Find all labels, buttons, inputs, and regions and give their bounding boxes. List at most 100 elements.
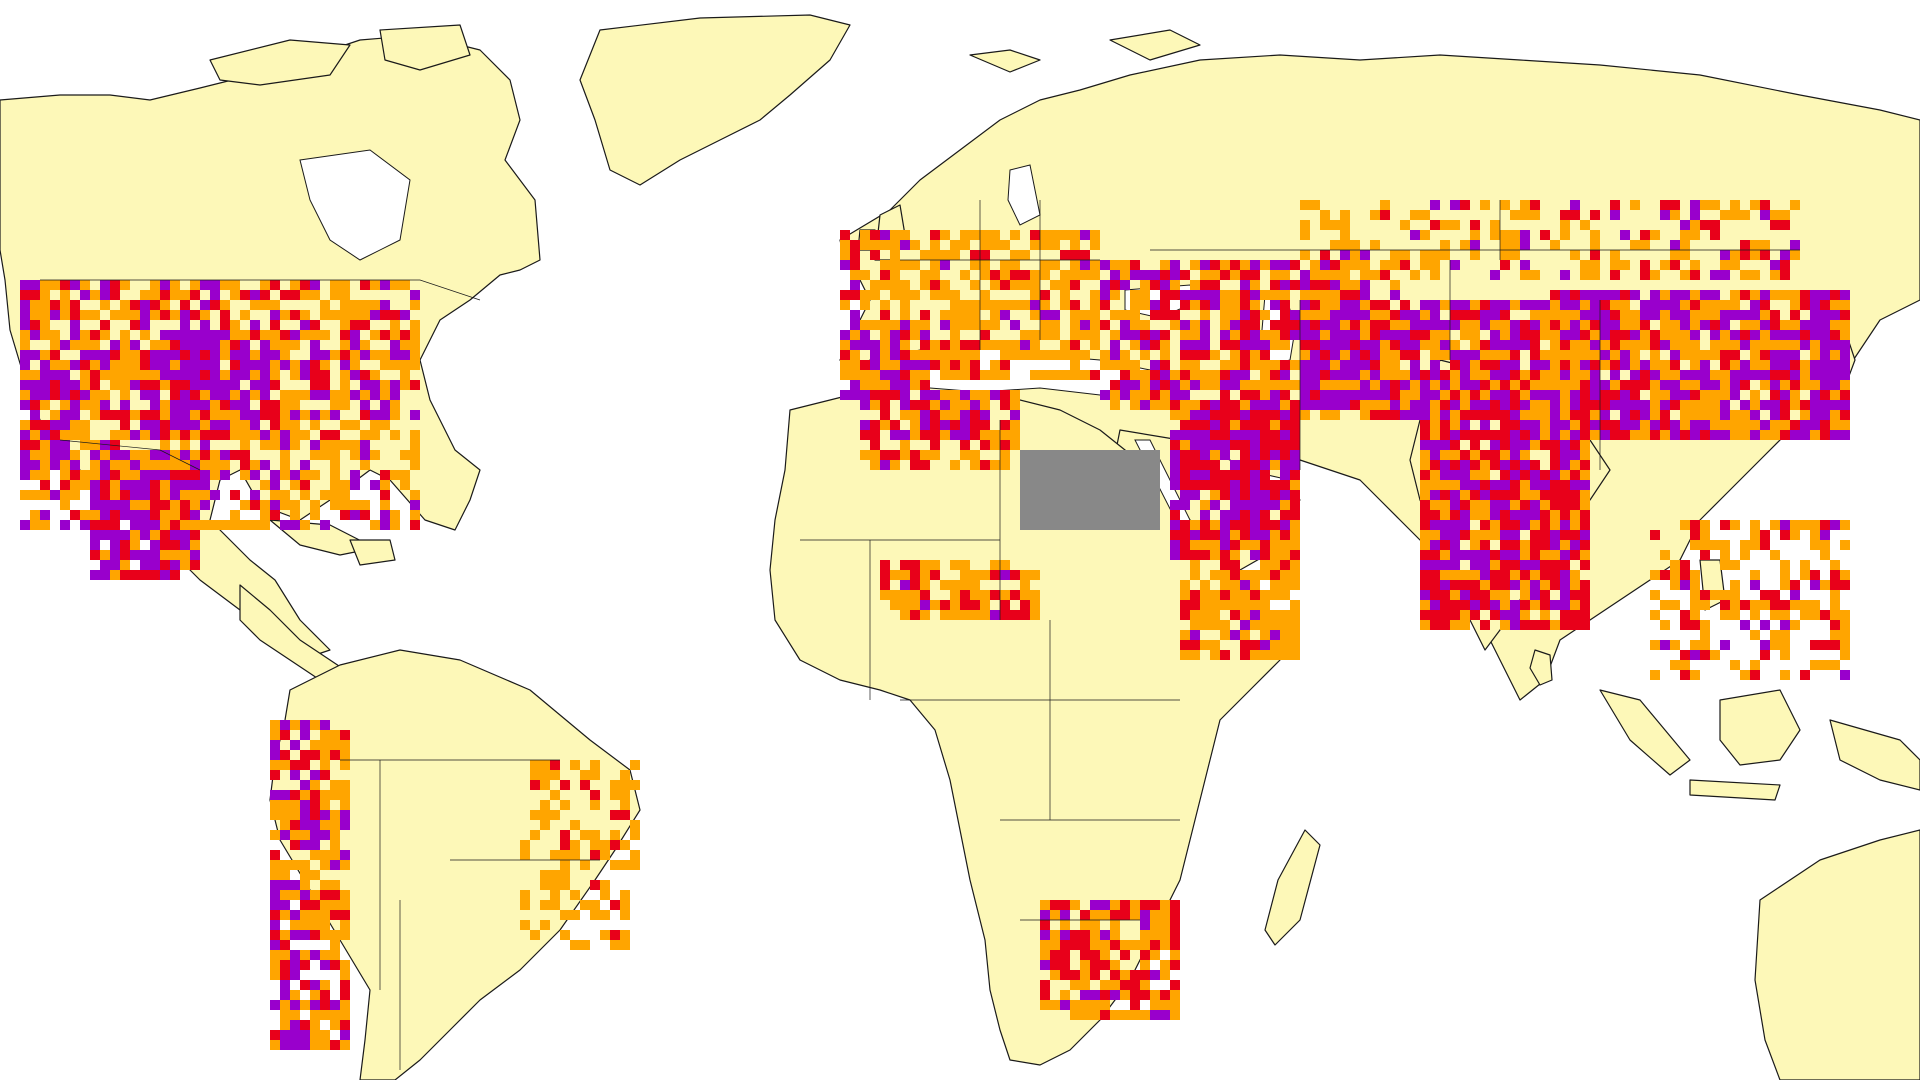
classification-cell <box>1550 370 1560 380</box>
classification-cell <box>1120 310 1130 320</box>
classification-cell <box>1320 400 1330 410</box>
classification-cell <box>1140 270 1150 280</box>
classification-cell <box>1470 470 1480 480</box>
classification-cell <box>1120 270 1130 280</box>
classification-cell <box>1390 400 1400 410</box>
classification-cell <box>1470 510 1480 520</box>
classification-cell <box>1580 370 1590 380</box>
classification-cell <box>1140 900 1150 910</box>
classification-cell <box>1640 340 1650 350</box>
classification-cell <box>590 770 600 780</box>
classification-cell <box>1300 340 1310 350</box>
classification-cell <box>870 230 880 240</box>
classification-cell <box>220 410 230 420</box>
classification-cell <box>850 340 860 350</box>
classification-cell <box>1080 320 1090 330</box>
classification-cell <box>1220 570 1230 580</box>
classification-cell <box>300 480 310 490</box>
classification-cell <box>1810 340 1820 350</box>
classification-cell <box>180 470 190 480</box>
classification-cell <box>1160 370 1170 380</box>
classification-cell <box>300 430 310 440</box>
no-data-cell <box>1020 450 1030 460</box>
classification-cell <box>1480 430 1490 440</box>
classification-cell <box>880 590 890 600</box>
classification-cell <box>1480 490 1490 500</box>
classification-cell <box>1780 620 1790 630</box>
classification-cell <box>1040 350 1050 360</box>
classification-cell <box>320 450 330 460</box>
classification-cell <box>970 260 980 270</box>
classification-cell <box>970 350 980 360</box>
country-borders <box>40 200 1800 1070</box>
classification-cell <box>1670 250 1680 260</box>
classification-cell <box>1250 530 1260 540</box>
classification-cell <box>1760 380 1770 390</box>
classification-cell <box>900 430 910 440</box>
classification-cell <box>980 240 990 250</box>
classification-cell <box>1510 550 1520 560</box>
classification-cell <box>1240 600 1250 610</box>
classification-cell <box>1040 300 1050 310</box>
classification-cell <box>360 340 370 350</box>
classification-cell <box>1830 340 1840 350</box>
classification-cell <box>320 1030 330 1040</box>
classification-cell <box>1500 200 1510 210</box>
classification-cell <box>330 810 340 820</box>
classification-cell <box>330 410 340 420</box>
classification-cell <box>1330 310 1340 320</box>
classification-cell <box>880 350 890 360</box>
classification-cell <box>310 740 320 750</box>
classification-cell <box>1220 520 1230 530</box>
classification-cell <box>950 290 960 300</box>
classification-cell <box>1430 510 1440 520</box>
no-data-cell <box>1060 490 1070 500</box>
classification-cell <box>1020 610 1030 620</box>
classification-cell <box>1760 650 1770 660</box>
classification-cell <box>330 400 340 410</box>
classification-cell <box>300 920 310 930</box>
classification-cell <box>1670 260 1680 270</box>
no-data-cell <box>1050 480 1060 490</box>
classification-cell <box>1510 560 1520 570</box>
classification-cell <box>40 350 50 360</box>
classification-cell <box>960 270 970 280</box>
classification-cell <box>900 590 910 600</box>
classification-cell <box>1090 340 1100 350</box>
classification-cell <box>1710 320 1720 330</box>
classification-cell <box>1230 400 1240 410</box>
classification-cell <box>20 430 30 440</box>
classification-cell <box>1580 590 1590 600</box>
classification-cell <box>1520 540 1530 550</box>
classification-cell <box>1490 360 1500 370</box>
classification-cell <box>1540 370 1550 380</box>
classification-cell <box>270 920 280 930</box>
no-data-cell <box>1080 490 1090 500</box>
classification-cell <box>270 1000 280 1010</box>
classification-cell <box>1000 590 1010 600</box>
classification-cell <box>1390 280 1400 290</box>
classification-cell <box>1080 350 1090 360</box>
classification-cell <box>1720 540 1730 550</box>
classification-cell <box>30 330 40 340</box>
classification-cell <box>1780 400 1790 410</box>
classification-cell <box>1310 380 1320 390</box>
classification-cell <box>920 340 930 350</box>
classification-cell <box>1440 580 1450 590</box>
classification-cell <box>520 840 530 850</box>
classification-cell <box>1160 960 1170 970</box>
classification-cell <box>1550 420 1560 430</box>
classification-cell <box>1470 430 1480 440</box>
classification-cell <box>1200 330 1210 340</box>
classification-cell <box>1200 270 1210 280</box>
classification-cell <box>1240 310 1250 320</box>
classification-cell <box>1490 600 1500 610</box>
classification-cell <box>1060 370 1070 380</box>
no-data-cell <box>1030 460 1040 470</box>
classification-cell <box>1030 280 1040 290</box>
classification-cell <box>530 810 540 820</box>
classification-cell <box>280 520 290 530</box>
classification-cell <box>1770 420 1780 430</box>
classification-cell <box>1840 670 1850 680</box>
classification-cell <box>1040 230 1050 240</box>
